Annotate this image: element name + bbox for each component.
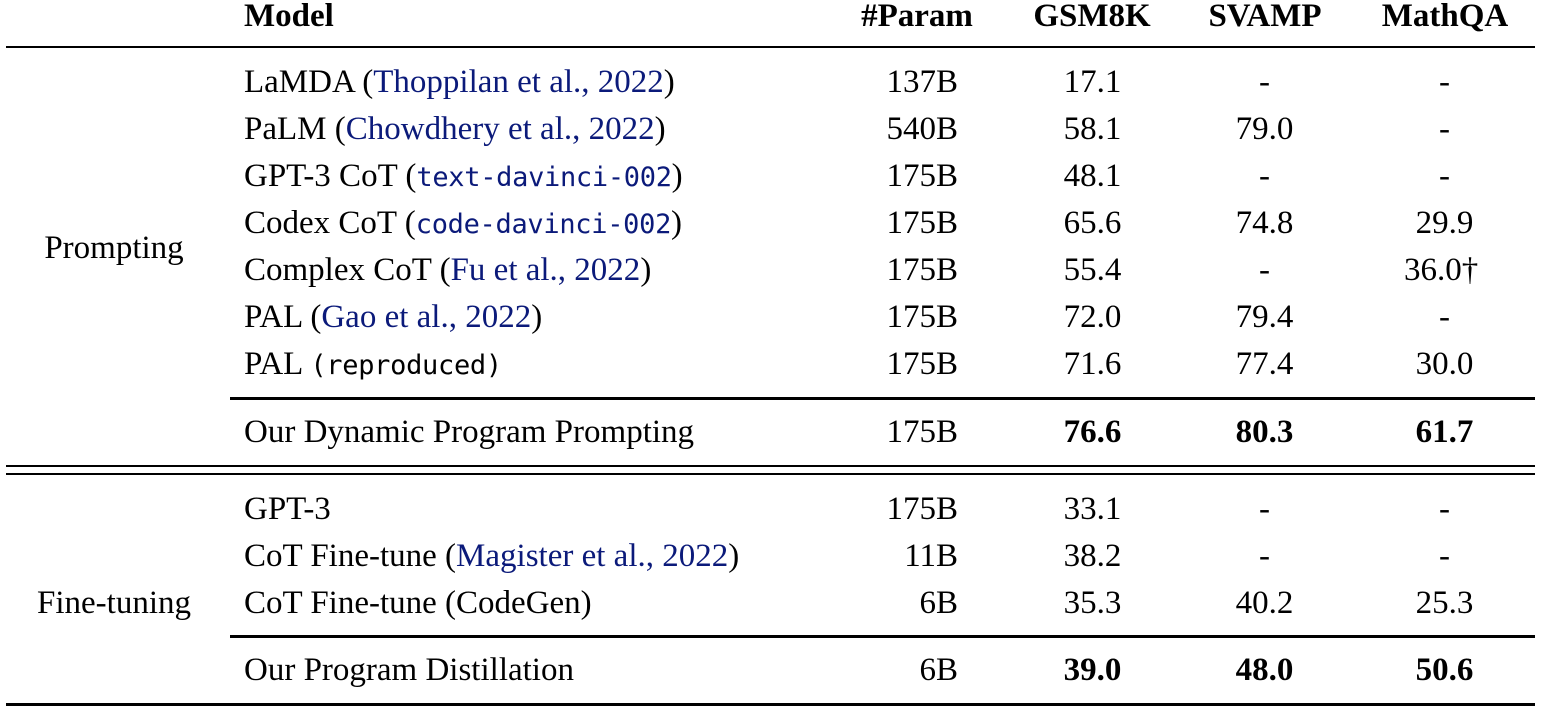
reproduced-label: (reproduced) (310, 350, 502, 381)
header-param: #Param (861, 0, 973, 34)
mathqa-cell: 29.9 (1415, 205, 1474, 241)
model-cell: Codex CoT (code-davinci-002) (244, 205, 683, 241)
ours-model-cell: Our Dynamic Program Prompting (244, 414, 695, 450)
mathqa-cell: - (1439, 299, 1450, 335)
param-cell: 6B (919, 652, 958, 688)
group-label-prompting: Prompting (44, 230, 184, 266)
mathqa-cell: - (1439, 538, 1450, 574)
param-cell: 175B (886, 205, 958, 241)
svamp-cell: 79.0 (1235, 111, 1294, 147)
model-cell: GPT-3 CoT (text-davinci-002) (244, 158, 683, 194)
gsm8k-cell: 71.6 (1063, 346, 1122, 382)
group-label-fine-tuning: Fine-tuning (37, 585, 191, 621)
header-mathqa: MathQA (1381, 0, 1509, 34)
gsm8k-cell: 39.0 (1063, 652, 1122, 688)
ours-model-cell: Our Program Distillation (244, 652, 574, 688)
param-cell: 175B (886, 158, 958, 194)
param-cell: 6B (919, 585, 958, 621)
citation-link[interactable]: Magister et al., 2022 (456, 538, 729, 574)
gsm8k-cell: 38.2 (1063, 538, 1122, 574)
citation-link[interactable]: Chowdhery et al., 2022 (345, 111, 655, 147)
mathqa-cell: - (1439, 64, 1450, 100)
gsm8k-cell: 76.6 (1063, 414, 1122, 450)
model-cell: PaLM (Chowdhery et al., 2022) (244, 111, 666, 147)
double-rule-top (6, 465, 1535, 467)
mathqa-cell: - (1439, 111, 1450, 147)
svamp-cell: - (1259, 538, 1270, 574)
mathqa-cell: 61.7 (1415, 414, 1474, 450)
svamp-cell: - (1259, 64, 1270, 100)
param-cell: 540B (886, 111, 958, 147)
bottom-rule (6, 703, 1535, 706)
svamp-cell: - (1259, 491, 1270, 527)
section-rule (230, 635, 1535, 638)
code-link[interactable]: code-davinci-002 (415, 209, 672, 240)
mathqa-cell: 25.3 (1415, 585, 1474, 621)
param-cell: 175B (886, 346, 958, 382)
section-rule (230, 397, 1535, 400)
model-cell: Complex CoT (Fu et al., 2022) (244, 252, 652, 288)
mathqa-cell: 36.0† (1404, 252, 1479, 288)
gsm8k-cell: 65.6 (1063, 205, 1122, 241)
svamp-cell: 79.4 (1235, 299, 1294, 335)
svamp-cell: 77.4 (1235, 346, 1294, 382)
citation-link[interactable]: Thoppilan et al., 2022 (373, 64, 664, 100)
svamp-cell: - (1259, 252, 1270, 288)
gsm8k-cell: 35.3 (1063, 585, 1122, 621)
mathqa-cell: - (1439, 158, 1450, 194)
model-cell: CoT Fine-tune (CodeGen) (244, 585, 592, 621)
gsm8k-cell: 33.1 (1063, 491, 1122, 527)
model-cell: LaMDA (Thoppilan et al., 2022) (244, 64, 675, 100)
gsm8k-cell: 58.1 (1063, 111, 1122, 147)
header-svamp: SVAMP (1208, 0, 1322, 34)
param-cell: 175B (886, 299, 958, 335)
gsm8k-cell: 17.1 (1063, 64, 1122, 100)
gsm8k-cell: 48.1 (1063, 158, 1122, 194)
param-cell: 175B (886, 252, 958, 288)
param-cell: 175B (886, 414, 958, 450)
param-cell: 175B (886, 491, 958, 527)
citation-link[interactable]: Fu et al., 2022 (450, 252, 641, 288)
mathqa-cell: 50.6 (1415, 652, 1474, 688)
header-model: Model (244, 0, 334, 34)
model-cell: PAL (Gao et al., 2022) (244, 299, 543, 335)
model-cell: PAL (reproduced) (244, 346, 502, 382)
mathqa-cell: - (1439, 491, 1450, 527)
svamp-cell: 74.8 (1235, 205, 1294, 241)
svamp-cell: 80.3 (1235, 414, 1294, 450)
mathqa-cell: 30.0 (1415, 346, 1474, 382)
param-cell: 11B (904, 538, 958, 574)
header-gsm8k: GSM8K (1033, 0, 1151, 34)
svamp-cell: 40.2 (1235, 585, 1294, 621)
gsm8k-cell: 72.0 (1063, 299, 1122, 335)
param-cell: 137B (886, 64, 958, 100)
model-cell: GPT-3 (244, 491, 331, 527)
double-rule-bottom (6, 473, 1535, 475)
header-rule (6, 46, 1535, 48)
gsm8k-cell: 55.4 (1063, 252, 1122, 288)
model-cell: CoT Fine-tune (Magister et al., 2022) (244, 538, 740, 574)
code-link[interactable]: text-davinci-002 (416, 162, 672, 193)
citation-link[interactable]: Gao et al., 2022 (321, 299, 532, 335)
svamp-cell: - (1259, 158, 1270, 194)
svamp-cell: 48.0 (1235, 652, 1294, 688)
